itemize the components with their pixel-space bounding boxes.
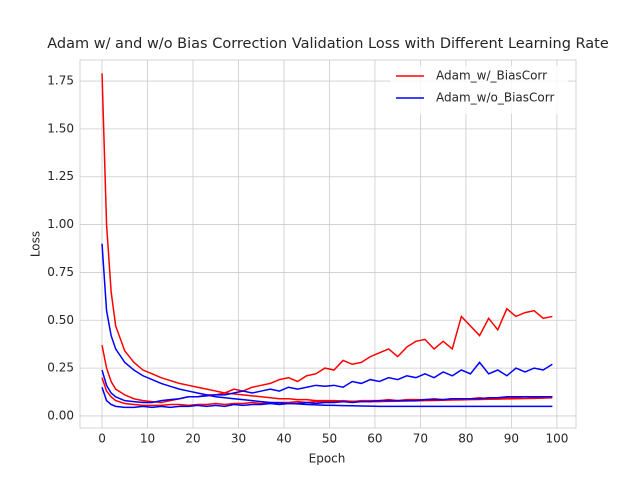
y-tick-label: 1.25 [47,169,74,183]
y-tick-label: 0.50 [47,313,74,327]
legend-box [390,66,568,114]
x-tick-label: 90 [504,432,519,446]
x-tick-label: 30 [231,432,246,446]
x-tick-label: 70 [413,432,428,446]
x-tick-label: 40 [276,432,291,446]
line [101,73,553,403]
x-tick-label: 10 [140,432,155,446]
chart-title: Adam w/ and w/o Bias Correction Validati… [47,36,609,52]
y-axis-label: Loss [29,231,43,257]
x-tick-label: 80 [458,432,473,446]
y-tick-label: 1.75 [47,74,74,88]
x-tick-label: 100 [545,432,568,446]
line [101,361,553,404]
y-tick-label: 0.75 [47,265,74,279]
y-tick-label: 1.00 [47,217,74,231]
plot-frame [79,59,577,429]
y-tick-label: 0.00 [47,408,74,422]
line [101,386,553,409]
legend-label: Adam_w/o_BiasCorr [436,91,554,105]
x-axis-label: Epoch [309,452,346,466]
x-tick-label: 20 [185,432,200,446]
line [101,307,553,404]
x-tick-label: 60 [367,432,382,446]
legend-label: Adam_w/_BiasCorr [436,69,547,83]
x-tick-label: 0 [98,432,106,446]
line [101,243,553,408]
x-tick-label: 50 [322,432,337,446]
y-tick-label: 1.50 [47,121,74,135]
y-tick-label: 0.25 [47,361,74,375]
